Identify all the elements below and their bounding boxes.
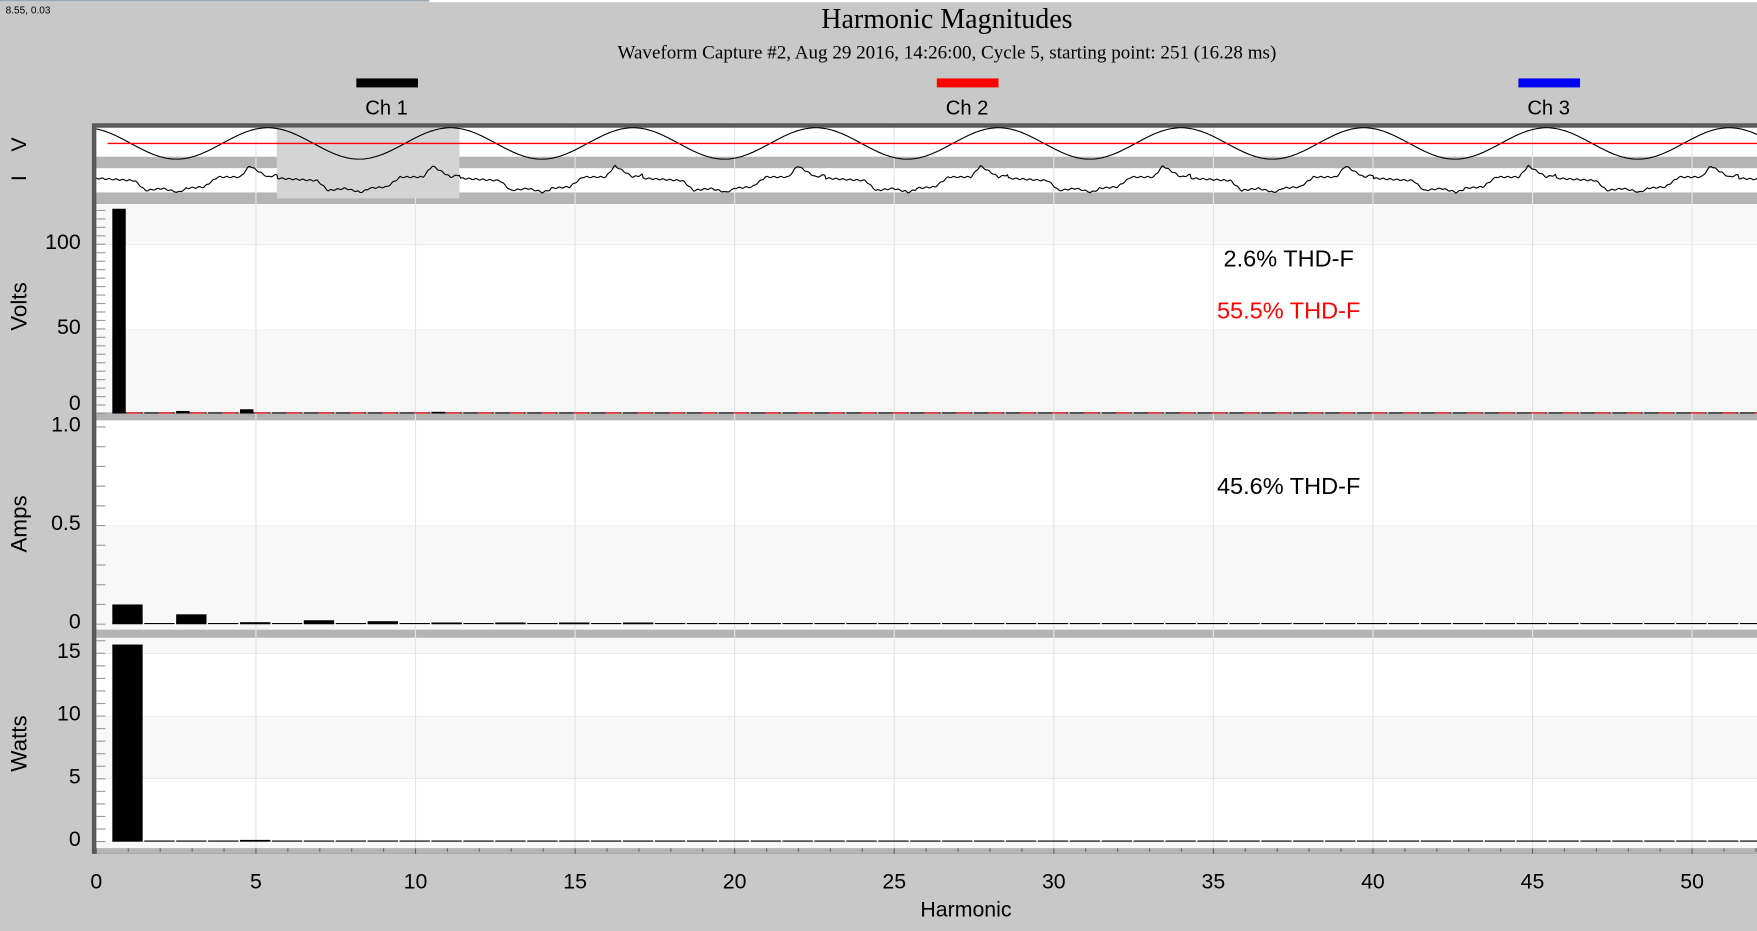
amps-bar-h11 (431, 622, 462, 625)
volts-thd-ch1: 2.6% THD-F (1223, 246, 1354, 273)
volts-tick-50: 50 (56, 316, 81, 340)
amps-bar-h9 (367, 621, 398, 625)
cursor-readout: 8.55, 0.03 (5, 4, 51, 16)
x-tick-label: 45 (1520, 870, 1545, 895)
voltage-waveform (96, 127, 1757, 160)
volts-bar-h11 (431, 411, 445, 414)
panel-separator (96, 629, 1757, 638)
background-band (96, 203, 1757, 245)
x-tick-label: 35 (1201, 870, 1226, 895)
amps-tick-0: 0 (68, 610, 81, 635)
background-band (96, 420, 1757, 526)
waveform-label-i: I (7, 175, 32, 182)
x-tick-label: 15 (563, 870, 587, 895)
amps-tick-05: 0.5 (51, 512, 81, 536)
background-band (96, 637, 1757, 654)
x-tick-label: 5 (249, 870, 262, 895)
legend-swatch-ch1[interactable] (356, 78, 418, 88)
chart-title: Harmonic Magnitudes (821, 4, 1073, 35)
volts-thd-ch2: 55.5% THD-F (1216, 298, 1361, 324)
volts-bar-h1 (112, 208, 126, 414)
current-waveform (96, 164, 1757, 194)
amps-bar-h17 (622, 622, 654, 625)
amps-bar-h3 (176, 614, 207, 625)
legend-label-ch1[interactable]: Ch 1 (365, 96, 408, 119)
legend-swatch-ch3[interactable] (1518, 78, 1581, 88)
volts-bar-h5 (239, 409, 254, 414)
volts-bar-h3 (176, 410, 190, 414)
watts-bar-h5 (239, 839, 271, 842)
watts-bar-h1 (112, 644, 143, 842)
volts-tick-100: 100 (45, 230, 81, 255)
strip-separator (96, 192, 1757, 204)
background-band (96, 841, 1757, 849)
panel-separator (96, 412, 1757, 421)
background-band (96, 778, 1757, 842)
background-band (96, 244, 1757, 330)
legend-label-ch2[interactable]: Ch 2 (945, 96, 989, 119)
amps-bar-h7 (303, 620, 335, 625)
x-axis-title: Harmonic (920, 898, 1012, 923)
watts-tick-0: 0 (68, 828, 81, 852)
amps-bar-h15 (559, 622, 590, 625)
x-tick-label: 30 (1041, 870, 1066, 895)
watts-axis-title: Watts (7, 715, 32, 772)
legend-swatch-ch2[interactable] (936, 78, 999, 88)
amps-tick-1: 1.0 (51, 413, 81, 438)
volts-tick-0: 0 (68, 392, 81, 416)
watts-tick-15: 15 (56, 639, 81, 664)
background-band (96, 653, 1757, 717)
amps-bar-h5 (239, 622, 271, 625)
amps-thd-ch1: 45.6% THD-F (1216, 474, 1361, 500)
legend-label-ch3[interactable]: Ch 3 (1527, 96, 1570, 119)
top-border (0, 0, 430, 2)
amps-axis-title: Amps (7, 495, 32, 553)
x-tick-label: 20 (722, 870, 747, 895)
amps-bar-h1 (112, 604, 143, 625)
background-band (96, 525, 1757, 630)
x-tick-label: 40 (1361, 870, 1385, 895)
chart-subtitle: Waveform Capture #2, Aug 29 2016, 14:26:… (617, 41, 1277, 63)
watts-tick-10: 10 (56, 702, 81, 727)
background-band (96, 329, 1757, 413)
x-tick-label: 10 (403, 870, 428, 895)
background-band (96, 716, 1757, 779)
x-tick-label: 25 (882, 870, 907, 895)
strip-separator (96, 156, 1757, 169)
volts-axis-title: Volts (7, 282, 32, 331)
top-strip (429, 0, 1757, 3)
amps-bar-h13 (495, 622, 526, 625)
x-tick-label: 50 (1680, 870, 1704, 895)
x-tick-label: 0 (90, 870, 103, 895)
watts-tick-5: 5 (68, 765, 81, 789)
